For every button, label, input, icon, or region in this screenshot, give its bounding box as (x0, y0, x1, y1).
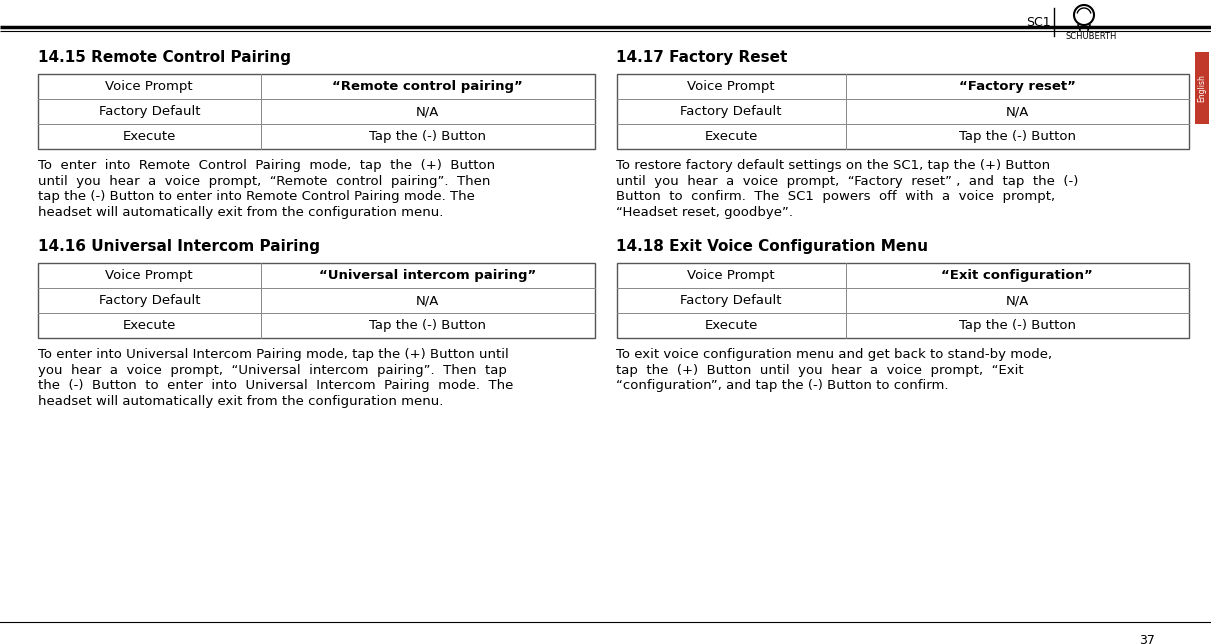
Text: “configuration”, and tap the (-) Button to confirm.: “configuration”, and tap the (-) Button … (616, 379, 949, 392)
Text: N/A: N/A (1005, 294, 1029, 307)
Text: Factory Default: Factory Default (98, 294, 200, 307)
Text: Execute: Execute (705, 130, 758, 143)
Text: To restore factory default settings on the SC1, tap the (+) Button: To restore factory default settings on t… (616, 159, 1051, 172)
Text: Execute: Execute (122, 319, 176, 332)
Text: To enter into Universal Intercom Pairing mode, tap the (+) Button until: To enter into Universal Intercom Pairing… (38, 348, 509, 361)
Text: SC1: SC1 (1026, 15, 1051, 28)
Text: N/A: N/A (415, 294, 440, 307)
Text: headset will automatically exit from the configuration menu.: headset will automatically exit from the… (38, 395, 443, 408)
Bar (38, 263, 595, 338)
Bar (616, 74, 1189, 149)
Bar (1195, 52, 1209, 124)
Text: Button  to  confirm.  The  SC1  powers  off  with  a  voice  prompt,: Button to confirm. The SC1 powers off wi… (616, 190, 1056, 203)
Text: tap the (-) Button to enter into Remote Control Pairing mode. The: tap the (-) Button to enter into Remote … (38, 190, 475, 203)
Text: Factory Default: Factory Default (681, 294, 782, 307)
Text: Tap the (-) Button: Tap the (-) Button (959, 130, 1075, 143)
Text: until  you  hear  a  voice  prompt,  “Factory  reset” ,  and  tap  the  (-): until you hear a voice prompt, “Factory … (616, 175, 1079, 187)
Text: SCHUBERTH: SCHUBERTH (1066, 32, 1118, 41)
Text: “Headset reset, goodbye”.: “Headset reset, goodbye”. (616, 205, 793, 218)
Text: Voice Prompt: Voice Prompt (687, 80, 775, 93)
Text: “Remote control pairing”: “Remote control pairing” (332, 80, 523, 93)
Text: “Universal intercom pairing”: “Universal intercom pairing” (318, 269, 536, 282)
Text: To exit voice configuration menu and get back to stand-by mode,: To exit voice configuration menu and get… (616, 348, 1052, 361)
Bar (616, 263, 1189, 338)
Text: 14.17 Factory Reset: 14.17 Factory Reset (616, 50, 788, 65)
Text: Execute: Execute (705, 319, 758, 332)
Text: 37: 37 (1140, 634, 1155, 644)
Text: Voice Prompt: Voice Prompt (687, 269, 775, 282)
Text: “Factory reset”: “Factory reset” (959, 80, 1075, 93)
Text: you  hear  a  voice  prompt,  “Universal  intercom  pairing”.  Then  tap: you hear a voice prompt, “Universal inte… (38, 363, 507, 377)
Text: To  enter  into  Remote  Control  Pairing  mode,  tap  the  (+)  Button: To enter into Remote Control Pairing mod… (38, 159, 495, 172)
Text: N/A: N/A (415, 105, 440, 118)
Text: the  (-)  Button  to  enter  into  Universal  Intercom  Pairing  mode.  The: the (-) Button to enter into Universal I… (38, 379, 513, 392)
Text: N/A: N/A (1005, 105, 1029, 118)
Text: tap  the  (+)  Button  until  you  hear  a  voice  prompt,  “Exit: tap the (+) Button until you hear a voic… (616, 363, 1025, 377)
Text: Factory Default: Factory Default (681, 105, 782, 118)
Text: until  you  hear  a  voice  prompt,  “Remote  control  pairing”.  Then: until you hear a voice prompt, “Remote c… (38, 175, 490, 187)
Text: Factory Default: Factory Default (98, 105, 200, 118)
Text: Tap the (-) Button: Tap the (-) Button (959, 319, 1075, 332)
Text: 14.15 Remote Control Pairing: 14.15 Remote Control Pairing (38, 50, 291, 65)
Bar (38, 74, 595, 149)
Text: Tap the (-) Button: Tap the (-) Button (369, 319, 486, 332)
Text: Voice Prompt: Voice Prompt (105, 80, 193, 93)
Text: English: English (1198, 74, 1206, 102)
Text: 14.18 Exit Voice Configuration Menu: 14.18 Exit Voice Configuration Menu (616, 239, 929, 254)
Text: headset will automatically exit from the configuration menu.: headset will automatically exit from the… (38, 205, 443, 218)
Text: Execute: Execute (122, 130, 176, 143)
Text: “Exit configuration”: “Exit configuration” (941, 269, 1094, 282)
Text: 14.16 Universal Intercom Pairing: 14.16 Universal Intercom Pairing (38, 239, 320, 254)
Text: Tap the (-) Button: Tap the (-) Button (369, 130, 486, 143)
Text: Voice Prompt: Voice Prompt (105, 269, 193, 282)
